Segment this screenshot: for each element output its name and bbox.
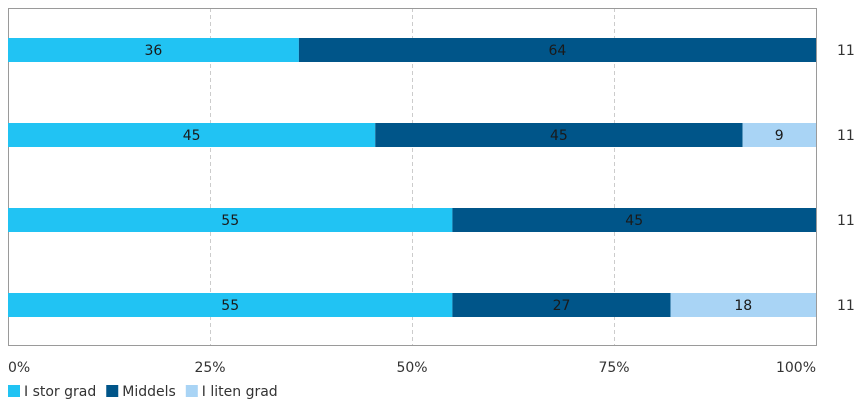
- bar-label-row1-series1: 36: [145, 43, 163, 59]
- legend-swatch-2: [106, 385, 119, 397]
- bar-row2-series1: [8, 123, 376, 147]
- bar-label-row4-series2: 27: [553, 298, 571, 314]
- bar-row4-series1: [8, 293, 453, 317]
- row-count-1: 11: [837, 43, 855, 59]
- bar-label-row2-series2: 45: [550, 128, 568, 144]
- bar-row4-series2: [452, 293, 671, 317]
- x-tick-label-75: 75%: [598, 360, 629, 376]
- legend-label-2: Middels: [122, 384, 176, 400]
- x-tick-label-50: 50%: [396, 360, 427, 376]
- bar-row2-series3: [742, 123, 816, 147]
- row-count-2: 11: [837, 128, 855, 144]
- bar-label-row1-series2: 64: [549, 43, 567, 59]
- bar-row3-series1: [8, 208, 453, 232]
- bar-label-row4-series1: 55: [221, 298, 239, 314]
- bar-label-row4-series3: 18: [734, 298, 752, 314]
- x-tick-label-25: 25%: [194, 360, 225, 376]
- row-count-3: 11: [837, 213, 855, 229]
- bar-row4-series3: [670, 293, 816, 317]
- legend-label-3: I liten grad: [202, 384, 278, 400]
- gridlines: [210, 8, 615, 345]
- legend-swatch-1: [8, 385, 20, 397]
- x-tick-label-0: 0%: [8, 360, 30, 376]
- bar-label-row2-series3: 9: [775, 128, 784, 144]
- x-axis-ticks: 0% 25% 50% 75% 100%: [8, 360, 816, 376]
- bar-row1-series2: [298, 38, 816, 62]
- bar-label-row3-series2: 45: [625, 213, 643, 229]
- bar-row3-series2: [452, 208, 816, 232]
- legend: I stor grad Middels I liten grad: [8, 384, 278, 400]
- bars: 36 64 45 45 9 55 45 55 27 18: [8, 38, 816, 317]
- row-counts: 11 11 11 11: [837, 43, 855, 314]
- bar-row1-series1: [8, 38, 299, 62]
- legend-label-1: I stor grad: [24, 384, 96, 400]
- plot-frame: [8, 8, 817, 346]
- x-tick-label-100: 100%: [776, 360, 816, 376]
- bar-label-row3-series1: 55: [221, 213, 239, 229]
- bar-label-row2-series1: 45: [183, 128, 201, 144]
- row-count-4: 11: [837, 298, 855, 314]
- legend-swatch-3: [185, 385, 198, 397]
- bar-row2-series2: [375, 123, 743, 147]
